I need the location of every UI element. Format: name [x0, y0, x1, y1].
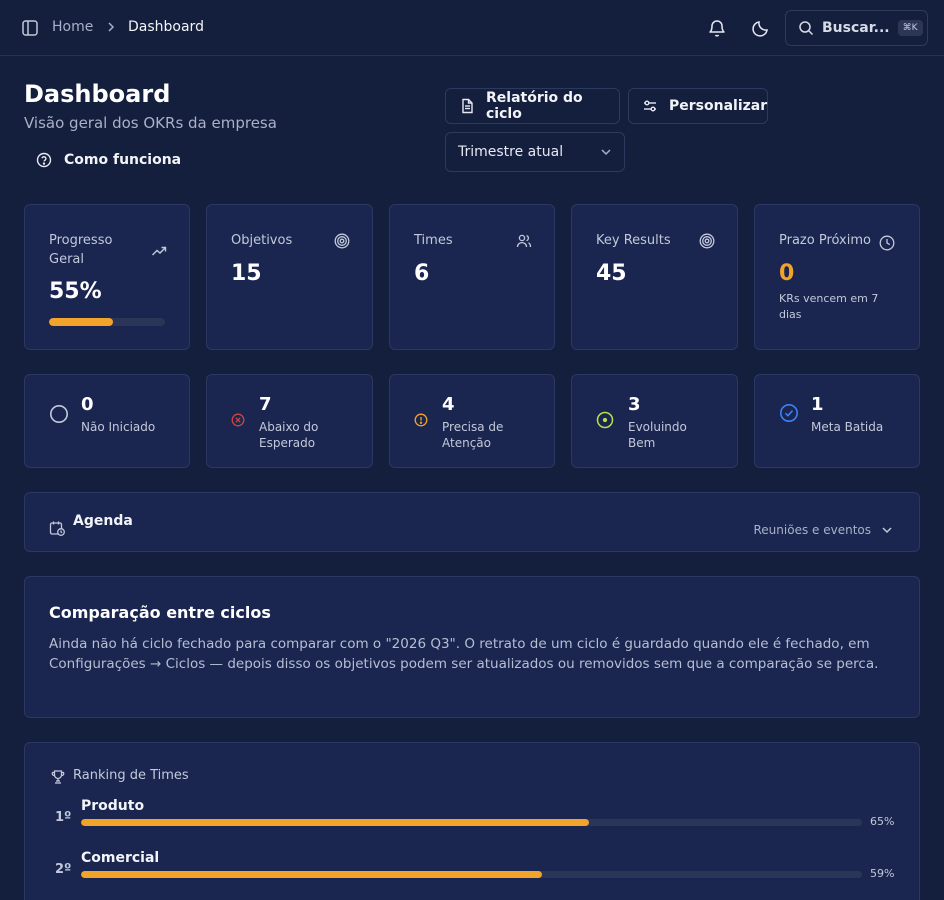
clock-icon — [879, 235, 895, 251]
calendar-clock-icon — [49, 520, 65, 536]
top-bar: Home Dashboard Buscar... ⌘K — [0, 0, 944, 56]
status-card-on-track[interactable]: 3 Evoluindo Bem — [571, 374, 738, 468]
stat-card-key-results: Key Results 45 — [571, 204, 738, 350]
target-icon — [699, 233, 715, 249]
ranking-team-name: Comercial — [81, 850, 160, 866]
progress-bar-fill — [49, 318, 113, 326]
team-ranking-panel: Ranking de Times 1º Produto 65% 2º Comer… — [24, 742, 920, 900]
moon-icon[interactable] — [751, 18, 771, 38]
circle-icon — [49, 404, 69, 424]
sliders-icon — [642, 98, 658, 114]
ranking-progress-bar — [81, 819, 862, 826]
status-count: 3 — [628, 394, 641, 415]
how-it-works-label: Como funciona — [64, 152, 182, 168]
stat-value: 15 — [231, 261, 262, 286]
status-label: Evoluindo Bem — [628, 420, 687, 450]
file-text-icon — [459, 98, 475, 114]
stat-value: 6 — [414, 261, 430, 286]
ranking-row: 2º Comercial 59% — [25, 850, 921, 896]
stat-label: Prazo Próximo — [779, 233, 871, 248]
users-icon — [516, 233, 532, 249]
status-count: 4 — [442, 394, 455, 415]
stat-value: 45 — [596, 261, 627, 286]
stat-label: Progresso Geral — [49, 233, 113, 267]
sidebar-toggle-icon[interactable] — [21, 19, 39, 37]
customize-label: Personalizar — [669, 98, 768, 114]
status-count: 0 — [81, 394, 94, 415]
bell-icon[interactable] — [707, 18, 727, 38]
ranking-row: 1º Produto 65% — [25, 798, 921, 844]
cycle-report-button[interactable]: Relatório do ciclo — [445, 88, 620, 124]
agenda-filter-select[interactable]: Reuniões e eventos — [754, 523, 894, 537]
dot-circle-icon — [596, 411, 614, 429]
status-label: Abaixo do Esperado — [259, 420, 319, 450]
alert-circle-icon — [414, 413, 428, 427]
search-label: Buscar... — [822, 20, 890, 36]
stat-label: Key Results — [596, 233, 671, 248]
comparison-text: Ainda não há ciclo fechado para comparar… — [49, 636, 879, 672]
comparison-title: Comparação entre ciclos — [49, 603, 271, 622]
help-circle-icon — [36, 152, 52, 168]
ranking-title: Ranking de Times — [73, 768, 189, 783]
page-subtitle: Visão geral dos OKRs da empresa — [24, 114, 277, 132]
cycle-comparison-panel: Comparação entre ciclos Ainda não há cic… — [24, 576, 920, 718]
status-label: Precisa de Atenção — [442, 420, 504, 450]
ranking-progress-fill — [81, 871, 542, 878]
progress-bar — [49, 318, 165, 326]
status-label: Não Iniciado — [81, 420, 156, 434]
ranking-team-name: Produto — [81, 798, 145, 814]
stat-card-deadline: Prazo Próximo 0 KRs vencem em 7 dias — [754, 204, 920, 350]
stat-card-progress: Progresso Geral 55% — [24, 204, 190, 350]
chevron-down-icon — [600, 146, 612, 158]
agenda-title: Agenda — [73, 513, 133, 529]
breadcrumb-current: Dashboard — [128, 19, 204, 35]
check-circle-icon — [779, 403, 799, 423]
period-select[interactable]: Trimestre atual — [445, 132, 625, 172]
status-count: 7 — [259, 394, 272, 415]
status-card-goal-met[interactable]: 1 Meta Batida — [754, 374, 920, 468]
trending-up-icon — [151, 243, 167, 259]
search-shortcut: ⌘K — [897, 20, 923, 36]
chevron-right-icon — [105, 21, 117, 33]
status-card-below-expected[interactable]: 7 Abaixo do Esperado — [206, 374, 373, 468]
ranking-percent: 59% — [870, 867, 895, 880]
agenda-panel[interactable]: Agenda Reuniões e eventos — [24, 492, 920, 552]
search-button[interactable]: Buscar... ⌘K — [785, 10, 928, 46]
customize-button[interactable]: Personalizar — [628, 88, 768, 124]
ranking-percent: 65% — [870, 815, 895, 828]
status-card-needs-attention[interactable]: 4 Precisa de Atenção — [389, 374, 555, 468]
stat-subtext: KRs vencem em 7 dias — [779, 292, 879, 321]
status-label: Meta Batida — [811, 420, 884, 434]
ranking-position: 2º — [55, 862, 72, 877]
ranking-progress-fill — [81, 819, 589, 826]
ranking-position: 1º — [55, 810, 72, 825]
cycle-report-label: Relatório do ciclo — [486, 90, 583, 122]
chevron-down-icon — [881, 524, 893, 536]
breadcrumb-home[interactable]: Home — [52, 19, 94, 35]
page-title: Dashboard — [24, 80, 171, 108]
stat-label: Objetivos — [231, 233, 293, 248]
status-count: 1 — [811, 394, 824, 415]
how-it-works-button[interactable]: Como funciona — [36, 152, 181, 168]
trophy-icon — [50, 769, 66, 785]
stat-value: 0 — [779, 261, 795, 286]
period-select-value: Trimestre atual — [458, 144, 564, 160]
target-icon — [334, 233, 350, 249]
ranking-progress-bar — [81, 871, 862, 878]
stat-card-teams: Times 6 — [389, 204, 555, 350]
status-card-not-started[interactable]: 0 Não Iniciado — [24, 374, 190, 468]
search-icon — [798, 20, 814, 36]
stat-label: Times — [414, 233, 453, 248]
stat-value: 55% — [49, 279, 102, 304]
stat-card-objectives: Objetivos 15 — [206, 204, 373, 350]
agenda-filter-value: Reuniões e eventos — [753, 523, 872, 537]
x-circle-icon — [231, 413, 245, 427]
